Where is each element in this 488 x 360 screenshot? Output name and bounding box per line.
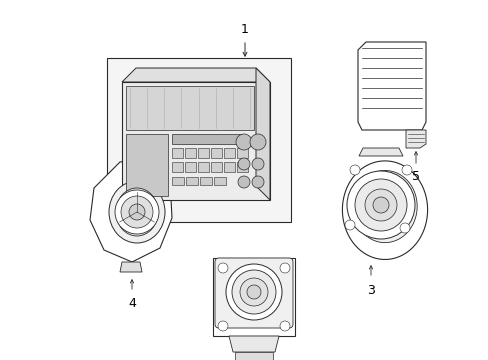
Polygon shape (405, 130, 425, 148)
Circle shape (280, 263, 289, 273)
Bar (198, 148, 208, 158)
Circle shape (246, 285, 261, 299)
Circle shape (218, 263, 227, 273)
Circle shape (218, 321, 227, 331)
Polygon shape (342, 161, 427, 260)
Bar (210, 148, 222, 158)
Bar (126, 86, 253, 130)
Polygon shape (358, 148, 402, 156)
Bar (200, 177, 212, 185)
Bar (213, 258, 294, 336)
Circle shape (238, 176, 249, 188)
Polygon shape (122, 82, 269, 200)
Text: 4: 4 (128, 297, 136, 310)
Circle shape (129, 204, 145, 220)
Circle shape (349, 165, 359, 175)
Bar (172, 177, 183, 185)
Circle shape (225, 264, 282, 320)
Circle shape (251, 158, 264, 170)
Circle shape (345, 220, 354, 230)
Text: 3: 3 (366, 284, 374, 297)
Circle shape (115, 190, 159, 234)
Polygon shape (357, 42, 425, 130)
Text: 5: 5 (411, 170, 419, 183)
Bar (237, 148, 247, 158)
Circle shape (399, 223, 409, 233)
Bar (107, 58, 290, 222)
Ellipse shape (116, 188, 158, 236)
Polygon shape (228, 336, 279, 352)
Bar (185, 177, 198, 185)
Bar (184, 162, 196, 172)
Circle shape (236, 134, 251, 150)
Bar (224, 162, 235, 172)
Bar (237, 162, 247, 172)
Polygon shape (90, 158, 172, 262)
Bar (210, 162, 222, 172)
Circle shape (238, 158, 249, 170)
Bar (235, 352, 272, 360)
Circle shape (121, 196, 153, 228)
Circle shape (364, 189, 396, 221)
Circle shape (251, 176, 264, 188)
Bar (172, 162, 183, 172)
Circle shape (249, 134, 265, 150)
Text: 1: 1 (241, 23, 248, 36)
Circle shape (240, 278, 267, 306)
Polygon shape (352, 171, 416, 243)
Ellipse shape (109, 181, 164, 243)
Polygon shape (122, 68, 269, 82)
Bar (214, 177, 225, 185)
Circle shape (372, 197, 388, 213)
Circle shape (346, 171, 414, 239)
Circle shape (280, 321, 289, 331)
Bar (172, 134, 242, 144)
FancyBboxPatch shape (215, 258, 292, 328)
Bar (126, 134, 168, 196)
Polygon shape (256, 68, 269, 200)
Bar (172, 148, 183, 158)
Circle shape (231, 270, 275, 314)
Bar (198, 162, 208, 172)
Circle shape (354, 179, 406, 231)
Polygon shape (120, 262, 142, 272)
Circle shape (401, 165, 411, 175)
Bar (224, 148, 235, 158)
Bar (184, 148, 196, 158)
